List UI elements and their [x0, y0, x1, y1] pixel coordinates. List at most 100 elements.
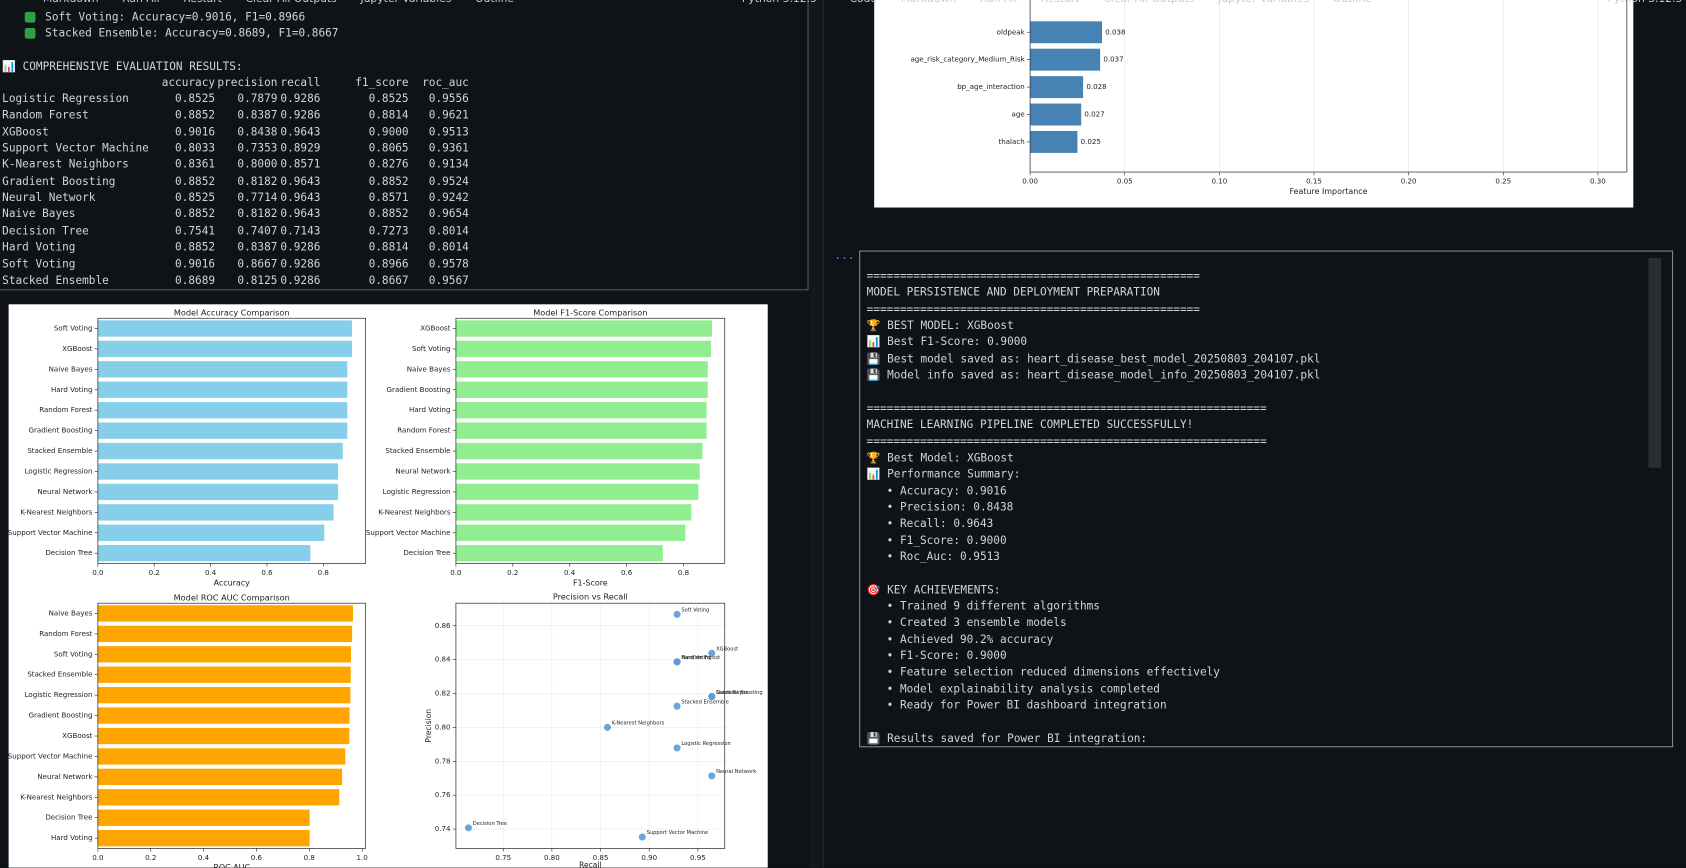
table-cell: 0.9643 — [280, 191, 321, 205]
y-tick-label: Neural Network — [37, 487, 93, 496]
table-cell: 0.9286 — [280, 241, 321, 254]
toolbar-button[interactable]: Outline — [475, 0, 514, 9]
x-axis-label: Accuracy — [214, 578, 251, 587]
bar — [97, 340, 352, 358]
row-label: Neural Network — [2, 191, 96, 205]
x-tick-label: 0.85 — [593, 853, 609, 862]
chart-title: Model Accuracy Comparison — [174, 307, 290, 317]
x-tick-label: 0.6 — [621, 568, 633, 577]
kernel-label[interactable]: Python 3.12.5 — [1608, 0, 1683, 9]
output-line: • Trained 9 different algorithms — [866, 599, 1100, 613]
x-tick-label: 0.75 — [495, 853, 511, 862]
x-tick-label: 1.0 — [357, 853, 369, 862]
output-line: 🏆 BEST MODEL: XGBoost — [866, 319, 1014, 333]
point-label: Neural Network — [716, 769, 756, 775]
output-line: 💾 Model info saved as: heart_disease_mod… — [866, 368, 1321, 382]
table-cell: 0.9643 — [280, 174, 321, 188]
toolbar-button[interactable]: Markdown — [901, 0, 957, 9]
bar — [1030, 48, 1101, 71]
x-tick-label: 0.25 — [1495, 177, 1511, 186]
y-tick-label: Support Vector Machine — [366, 528, 451, 537]
point-label: Random Forest — [681, 655, 720, 661]
table-header: recall — [280, 76, 321, 90]
y-tick-label: 0.74 — [435, 824, 451, 833]
point — [638, 833, 646, 841]
y-tick-label: Gradient Boosting — [387, 385, 451, 394]
point — [464, 824, 473, 832]
right-scrollbar — [1648, 258, 1662, 468]
bar — [97, 483, 339, 501]
bar — [455, 381, 708, 398]
table-header: accuracy — [161, 76, 216, 90]
output-line: 📊 Best F1-Score: 0.9000 — [866, 335, 1028, 349]
bar — [455, 504, 692, 521]
point — [673, 658, 681, 666]
point — [708, 772, 716, 780]
toolbar-button[interactable]: Run All — [980, 0, 1017, 9]
table-cell: 0.9567 — [428, 274, 469, 287]
y-tick-label: 0.82 — [435, 689, 451, 698]
row-label: XGBoost — [2, 125, 49, 139]
y-tick-label: 0.78 — [435, 756, 451, 765]
toolbar-button[interactable]: Outline — [1333, 0, 1372, 9]
figure-right — [874, 0, 1634, 208]
toolbar-button[interactable]: Markdown — [43, 0, 99, 9]
table-cell: 0.9361 — [428, 141, 469, 155]
output-line: • F1-Score: 0.9000 — [866, 649, 1007, 663]
row-label: Soft Voting — [2, 257, 76, 271]
y-tick-label: 0.80 — [435, 722, 451, 731]
kernel-label[interactable]: Python 3.12.5 — [742, 0, 817, 9]
table-title: 📊 COMPREHENSIVE EVALUATION RESULTS: — [2, 60, 243, 74]
point-label: Support Vector Machine — [647, 830, 709, 836]
output-line: • Roc_Auc: 0.9513 — [866, 550, 1000, 564]
table-cell: 0.8852 — [368, 174, 409, 188]
bar — [97, 666, 351, 683]
output-line: 🎯 KEY ACHIEVEMENTS: — [866, 583, 1001, 597]
bar — [455, 483, 699, 501]
bar — [1030, 21, 1103, 44]
point-label: Soft Voting — [681, 608, 709, 614]
table-cell: 0.9556 — [428, 92, 469, 106]
bar — [97, 829, 310, 847]
toolbar-button[interactable]: Jupyter Variables — [360, 0, 451, 9]
bar — [97, 686, 351, 704]
toolbar-button[interactable]: Restart — [183, 0, 222, 9]
bar — [97, 545, 311, 562]
x-tick-label: 0.4 — [205, 568, 217, 577]
y-tick-label: Logistic Regression — [25, 467, 93, 476]
y-tick-label: Naive Bayes — [49, 364, 93, 373]
check-icon — [24, 11, 36, 23]
toolbar-button[interactable]: Code — [849, 0, 877, 9]
row-label: K-Nearest Neighbors — [2, 158, 129, 172]
bar — [97, 625, 353, 643]
y-tick-label: Gradient Boosting — [28, 711, 92, 720]
y-tick-label: 0.84 — [435, 655, 451, 664]
toolbar-button[interactable]: Restart — [1041, 0, 1080, 9]
output-line: MODEL PERSISTENCE AND DEPLOYMENT PREPARA… — [866, 286, 1160, 300]
table-header: f1_score — [355, 76, 409, 90]
y-tick-label: thalach — [998, 137, 1024, 146]
y-tick-label: Soft Voting — [54, 649, 93, 658]
y-tick-label: oldpeak — [997, 27, 1026, 36]
table-cell: 0.8929 — [280, 141, 321, 155]
x-tick-label: 0.6 — [251, 853, 263, 862]
toolbar-button[interactable]: Run All — [122, 0, 159, 9]
output-line: ========================================… — [866, 302, 1200, 316]
table-cell: 0.8852 — [175, 174, 216, 188]
x-tick-label: 0.10 — [1211, 177, 1227, 186]
table-cell: 0.7714 — [237, 191, 278, 205]
y-tick-label: Hard Voting — [51, 385, 93, 394]
x-tick-label: 0.90 — [641, 853, 657, 862]
toolbar: Markdown Run All Restart Clear All Outputs J… — [43, 0, 514, 9]
row-label: Hard Voting — [2, 241, 76, 254]
bar — [455, 402, 707, 419]
output-line: MACHINE LEARNING PIPELINE COMPLETED SUCC… — [866, 418, 1194, 432]
toolbar-button[interactable]: Jupyter Variables — [1218, 0, 1309, 9]
toolbar-button[interactable]: Clear All Outputs — [1103, 0, 1194, 9]
table-cell: 0.9242 — [428, 191, 469, 205]
toolbar-button[interactable]: Clear All Outputs — [246, 0, 337, 9]
x-tick-label: 0.00 — [1022, 177, 1038, 186]
y-tick-label: XGBoost — [62, 731, 93, 740]
output-line: ========================================… — [866, 269, 1200, 283]
